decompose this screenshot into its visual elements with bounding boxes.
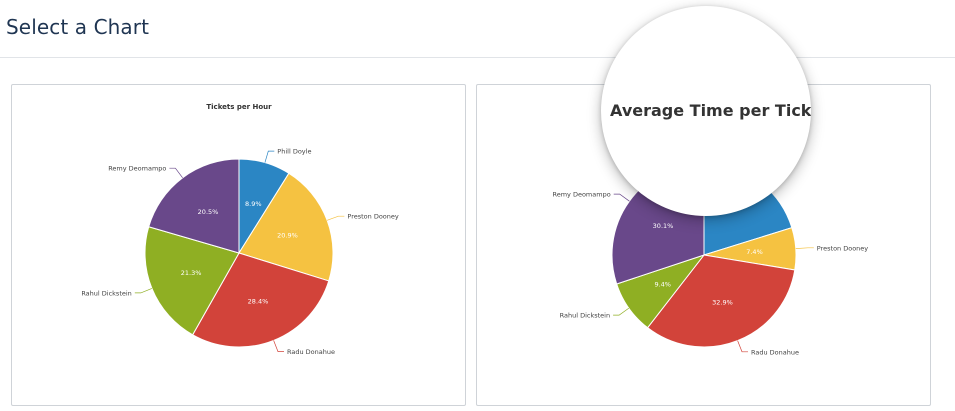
magnified-chart-title: Average Time per Ticket (m [610, 101, 811, 120]
slice-percent-label: 20.5% [198, 208, 219, 216]
slice-name-label: Rahul Dickstein [81, 289, 131, 297]
slice-percent-label: 28.4% [248, 298, 269, 306]
slice-percent-label: 21.3% [181, 269, 202, 277]
leader-line [264, 150, 275, 163]
page-title: Select a Chart [6, 15, 150, 39]
slice-name-label: Radu Donahue [287, 348, 335, 356]
leader-line [326, 215, 345, 221]
slice-name-label: Preston Dooney [347, 213, 399, 221]
leader-line [134, 288, 153, 294]
leader-line [737, 340, 748, 353]
slice-percent-label: 30.1% [653, 222, 674, 230]
chart-title: Tickets per Hour [206, 103, 272, 111]
pie-slice-radu-donahue[interactable] [191, 252, 330, 348]
pie-chart-tickets-per-hour: Tickets per Hour 8.9% Phill Doyle 20.9% Pres… [81, 103, 399, 356]
slice-name-label: Remy Deomampo [108, 165, 166, 173]
slice-percent-label: 7.4% [746, 248, 763, 256]
slice-name-label: Preston Dooney [817, 244, 869, 252]
leader-line [613, 307, 630, 316]
leader-line [169, 167, 183, 179]
slice-percent-label: 8.9% [245, 200, 262, 208]
pie-slice-rahul-dickstein[interactable] [144, 226, 240, 336]
leader-line [795, 247, 814, 249]
slice-name-label: Radu Donahue [751, 348, 799, 356]
page-header: Select a Chart [0, 0, 955, 58]
magnifier-lens: Average Time per Ticket (m [601, 6, 811, 216]
leader-line [613, 193, 630, 202]
slice-name-label: Phill Doyle [277, 148, 311, 156]
slice-percent-label: 20.9% [277, 232, 298, 240]
slice-name-label: Rahul Dickstein [560, 312, 610, 320]
leader-line [273, 340, 284, 352]
slice-name-label: Remy Deomampo [552, 191, 610, 199]
slice-percent-label: 32.9% [712, 299, 733, 307]
chart-card-tickets-per-hour[interactable]: Tickets per Hour 8.9% Phill Doyle 20.9% Pres… [11, 84, 466, 406]
slice-percent-label: 9.4% [654, 281, 671, 289]
pie-slice-remy-deomampo[interactable] [148, 158, 240, 254]
